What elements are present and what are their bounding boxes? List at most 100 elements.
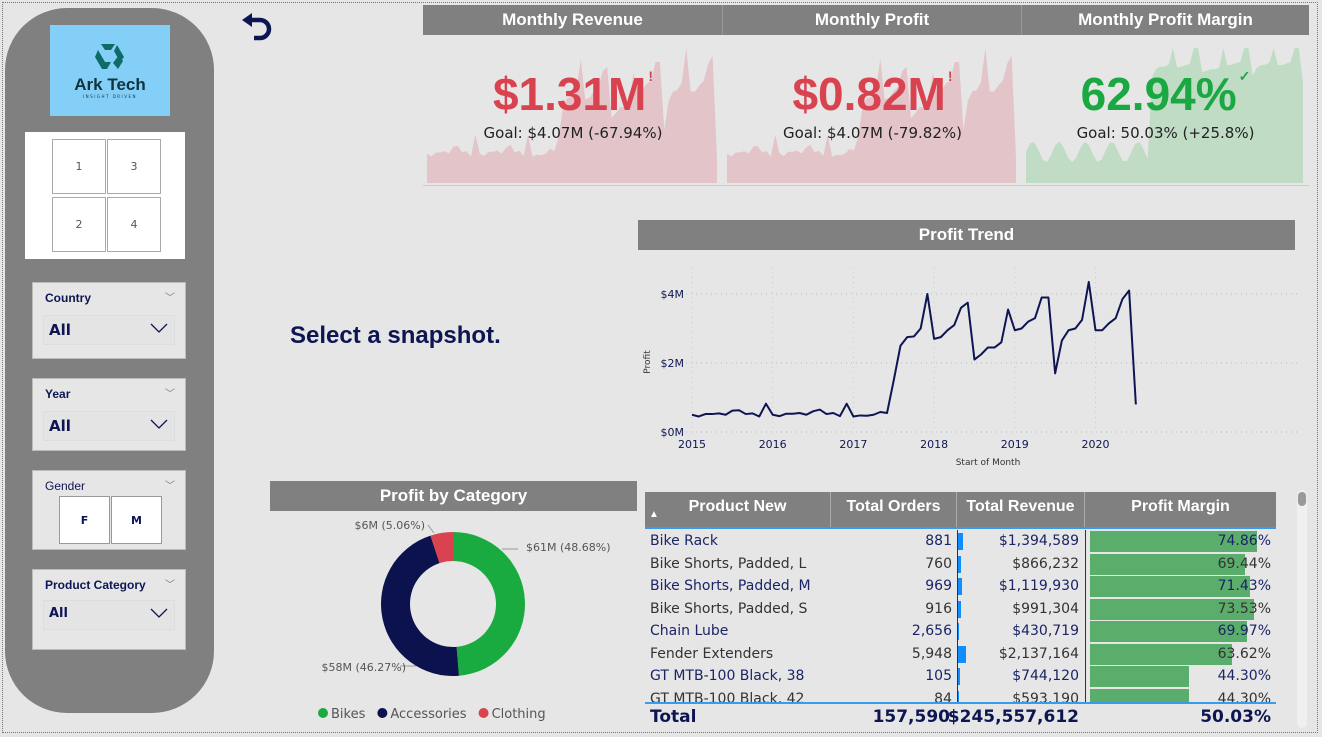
profit-margin: 44.30%	[1217, 690, 1271, 703]
table-row[interactable]: Fender Extenders 5,948 $2,137,164 63.62%	[645, 643, 1276, 666]
revenue-bar	[957, 623, 959, 640]
kpi-goal: Goal: $4.07M (-79.82%)	[783, 124, 962, 142]
gender-button-f[interactable]: F	[59, 496, 110, 544]
gender-button-m[interactable]: M	[111, 496, 162, 544]
total-divider	[645, 702, 1276, 704]
kpi-card-profit: Monthly Profit $0.82M! Goal: $4.07M (-79…	[723, 5, 1022, 186]
country-dropdown[interactable]: All	[43, 315, 175, 345]
table-row[interactable]: GT MTB-100 Black, 38 105 $744,120 44.30%	[645, 665, 1276, 688]
sparkline-area	[1026, 48, 1303, 183]
alert-icon: !	[947, 68, 953, 84]
x-tick-label: 2018	[920, 438, 948, 451]
sort-ascending-icon[interactable]: ▲	[649, 509, 659, 520]
country-slicer: Country ﹀ All	[32, 282, 186, 359]
chevron-down-icon[interactable]: ﹀	[165, 293, 175, 304]
sparkline-area	[727, 48, 1016, 183]
revenue-bar	[957, 668, 961, 685]
table-row[interactable]: Bike Shorts, Padded, M 969 $1,119,930 71…	[645, 575, 1276, 598]
total-orders: 969	[925, 578, 952, 594]
x-tick-label: 2020	[1082, 438, 1110, 451]
total-revenue: $430,719	[1012, 623, 1079, 639]
profit-margin: 74.86%	[1217, 533, 1271, 549]
header-divider	[645, 527, 1276, 529]
column-divider	[957, 530, 958, 702]
profit-trend-title: Profit Trend	[638, 220, 1295, 250]
table-row[interactable]: Bike Shorts, Padded, L 760 $866,232 69.4…	[645, 553, 1276, 576]
dropdown-value: All	[49, 321, 71, 339]
chevron-down-icon	[150, 323, 168, 333]
legend-marker	[478, 708, 489, 718]
chevron-down-icon[interactable]: ﹀	[165, 481, 175, 492]
table-row[interactable]: GT MTB-100 Black, 42 84 $593,190 44.30%	[645, 688, 1276, 703]
kpi-title: Monthly Revenue	[423, 5, 723, 35]
logo: Ark Tech INSIGHT DRIVEN	[50, 25, 170, 116]
donut-slice-bikes	[453, 532, 525, 676]
dropdown-value: All	[49, 606, 68, 621]
donut-slice-clothing	[430, 532, 453, 564]
table-row[interactable]: Bike Rack 881 $1,394,589 74.86%	[645, 530, 1276, 553]
column-header-revenue[interactable]: Total Revenue	[957, 492, 1085, 527]
snapshot-button-4[interactable]: 4	[107, 197, 161, 252]
table-row[interactable]: Bike Shorts, Padded, S 916 $991,304 73.5…	[645, 598, 1276, 621]
profit-margin: 69.97%	[1217, 623, 1271, 639]
chevron-down-icon	[150, 419, 168, 429]
total-orders: 5,948	[911, 645, 952, 662]
total-orders: 105	[925, 668, 952, 684]
profit-by-category-chart[interactable]: $61M (48.68%) $58M (46.27%) $6M (5.06%) Bik…	[270, 511, 637, 731]
scrollbar-thumb[interactable]	[1298, 492, 1306, 506]
year-dropdown[interactable]: All	[43, 411, 175, 441]
margin-bar	[1090, 621, 1247, 642]
product-category-slicer: Product Category ﹀ All	[32, 569, 186, 650]
table-body: Bike Rack 881 $1,394,589 74.86% Bike Shor…	[645, 530, 1276, 702]
x-tick-label: 2017	[839, 438, 867, 451]
total-revenue: $1,394,589	[998, 533, 1079, 549]
margin-bar	[1090, 643, 1233, 665]
sparkline	[427, 48, 717, 183]
year-slicer: Year ﹀ All	[32, 378, 186, 451]
chevron-down-icon[interactable]: ﹀	[165, 389, 175, 400]
profit-line	[691, 280, 1137, 418]
snapshot-button-2[interactable]: 2	[52, 197, 106, 252]
header-label: Product New	[688, 498, 787, 515]
table-row[interactable]: Chain Lube 2,656 $430,719 69.97%	[645, 620, 1276, 643]
snapshot-message: Select a snapshot.	[290, 322, 501, 349]
product-name: Chain Lube	[650, 623, 729, 639]
chevron-down-icon[interactable]: ﹀	[165, 580, 175, 591]
total-revenue: $744,120	[1012, 668, 1079, 684]
total-margin: 50.03%	[1200, 707, 1271, 727]
product-name: Bike Rack	[650, 533, 718, 549]
margin-bar	[1090, 666, 1190, 687]
table-scrollbar[interactable]	[1297, 490, 1307, 728]
margin-bar	[1090, 576, 1250, 597]
kpi-card-profit-margin: Monthly Profit Margin 62.94% ✓ Goal: 50.0…	[1022, 5, 1309, 186]
legend-item-accessories: Accessories	[390, 707, 466, 722]
donut-slice-accessories	[381, 535, 459, 676]
check-icon: ✓	[1238, 68, 1251, 84]
column-header-orders[interactable]: Total Orders	[831, 492, 957, 527]
back-arrow-icon[interactable]	[240, 12, 276, 48]
total-orders: 760	[925, 555, 952, 572]
data-label: $6M (5.06%)	[354, 519, 425, 532]
profit-margin: 63.62%	[1217, 645, 1271, 662]
total-label: Total	[650, 707, 697, 727]
legend-item-bikes: Bikes	[331, 707, 366, 722]
column-header-product[interactable]: Product New ▲	[645, 492, 831, 527]
product-name: Bike Shorts, Padded, M	[650, 578, 811, 594]
dropdown-value: All	[49, 417, 71, 435]
snapshot-button-1[interactable]: 1	[52, 139, 106, 194]
revenue-bar	[957, 645, 966, 663]
total-revenue: $866,232	[1012, 555, 1079, 572]
kpi-card-revenue: Monthly Revenue $1.31M! Goal: $4.07M (-6…	[423, 5, 723, 186]
ark-tech-logo-icon	[95, 44, 124, 69]
total-orders: 157,590	[872, 707, 950, 727]
total-row: Total 157,590 $245,557,612 50.03%	[645, 705, 1276, 730]
profit-margin: 69.44%	[1217, 555, 1271, 572]
category-dropdown[interactable]: All	[43, 600, 175, 630]
profit-trend-chart[interactable]: $0M $2M $4M 2015 2016 2017 2018 2019 2020 Start o…	[638, 252, 1310, 472]
kpi-goal: Goal: $4.07M (-67.94%)	[483, 124, 663, 142]
total-revenue: $1,119,930	[998, 578, 1079, 594]
total-orders: 84	[934, 690, 952, 703]
snapshot-button-3[interactable]: 3	[107, 139, 161, 194]
column-header-margin[interactable]: Profit Margin	[1085, 492, 1276, 527]
profit-margin: 71.43%	[1217, 578, 1271, 594]
